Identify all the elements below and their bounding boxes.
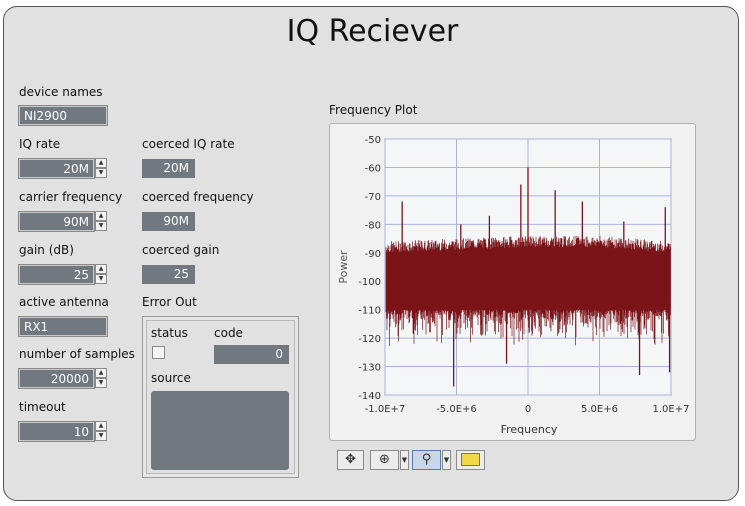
code-indicator: 0 (214, 345, 289, 364)
active-antenna-label: active antenna (19, 295, 109, 309)
zoom-dropdown-button[interactable]: ▼ (442, 450, 451, 470)
gain-stepper[interactable]: ▲ ▼ (95, 264, 107, 285)
crosshair-icon: ✥ (345, 452, 356, 467)
coerced-gain-label: coerced gain (142, 243, 220, 257)
cursor-mode-button[interactable]: ✥ (337, 450, 364, 470)
autoscale-button[interactable] (456, 450, 485, 470)
source-label: source (151, 371, 191, 385)
carrier-frequency-stepper[interactable]: ▲ ▼ (95, 211, 107, 232)
pan-icon: ⊕ (379, 452, 390, 467)
page-title: IQ Reciever (286, 14, 459, 49)
code-label: code (214, 326, 243, 340)
carrier-frequency-field[interactable]: 90M (18, 211, 95, 232)
coerced-iq-rate-indicator: 20M (142, 159, 195, 178)
number-of-samples-label: number of samples (19, 347, 135, 361)
palette-icon (461, 453, 480, 466)
status-label: status (151, 326, 188, 340)
gain-label: gain (dB) (19, 243, 74, 257)
decrement-icon[interactable]: ▼ (95, 431, 107, 441)
decrement-icon[interactable]: ▼ (95, 168, 107, 178)
decrement-icon[interactable]: ▼ (95, 274, 107, 284)
coerced-frequency-indicator: 90M (142, 212, 195, 231)
chevron-down-icon: ▼ (443, 456, 450, 464)
frequency-plot-frame (329, 123, 696, 441)
pan-button[interactable]: ⊕ (370, 450, 399, 470)
increment-icon[interactable]: ▲ (95, 211, 107, 221)
coerced-iq-rate-label: coerced IQ rate (142, 137, 235, 151)
iq-rate-stepper[interactable]: ▲ ▼ (95, 158, 107, 179)
error-out-label: Error Out (142, 295, 197, 309)
timeout-field[interactable]: 10 (18, 421, 95, 442)
decrement-icon[interactable]: ▼ (95, 378, 107, 388)
chevron-down-icon: ▼ (401, 456, 408, 464)
timeout-label: timeout (19, 400, 66, 414)
increment-icon[interactable]: ▲ (95, 158, 107, 168)
carrier-frequency-label: carrier frequency (19, 190, 123, 204)
status-checkbox[interactable] (152, 346, 165, 359)
iq-rate-field[interactable]: 20M (18, 158, 95, 179)
frequency-plot-label: Frequency Plot (329, 103, 418, 117)
timeout-stepper[interactable]: ▲ ▼ (95, 421, 107, 442)
decrement-icon[interactable]: ▼ (95, 221, 107, 231)
increment-icon[interactable]: ▲ (95, 421, 107, 431)
gain-field[interactable]: 25 (18, 264, 95, 285)
pan-dropdown-button[interactable]: ▼ (400, 450, 409, 470)
zoom-button[interactable]: ⚲ (412, 450, 441, 470)
increment-icon[interactable]: ▲ (95, 264, 107, 274)
zoom-icon: ⚲ (421, 452, 432, 467)
iq-rate-label: IQ rate (19, 137, 61, 151)
coerced-gain-indicator: 25 (142, 265, 195, 284)
active-antenna-field[interactable]: RX1 (18, 316, 108, 337)
device-names-label: device names (19, 85, 103, 99)
device-names-field[interactable]: NI2900 (18, 105, 108, 126)
increment-icon[interactable]: ▲ (95, 368, 107, 378)
coerced-frequency-label: coerced frequency (142, 190, 254, 204)
source-indicator (151, 391, 289, 470)
number-of-samples-stepper[interactable]: ▲ ▼ (95, 368, 107, 389)
number-of-samples-field[interactable]: 20000 (18, 368, 95, 389)
